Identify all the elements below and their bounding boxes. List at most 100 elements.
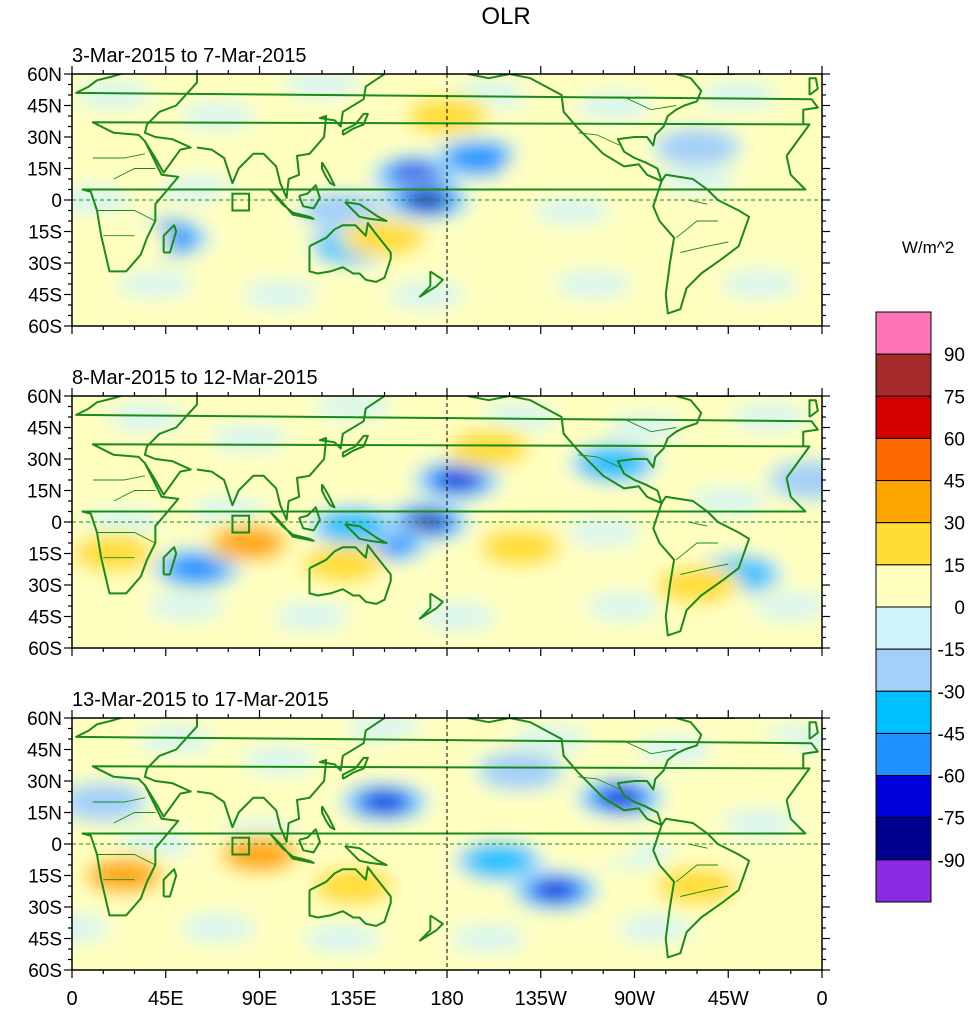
anomaly-blob: [148, 592, 225, 620]
anomaly-blob: [533, 880, 578, 901]
lat-tick-label: 60S: [28, 639, 62, 660]
lat-tick-label: 30S: [28, 576, 62, 597]
lat-tick-label: 15S: [28, 867, 62, 888]
anomaly-blob: [302, 192, 383, 229]
colorbar-level-label: 60: [944, 429, 965, 450]
index-region-box: [231, 192, 251, 212]
anomaly-blob: [410, 192, 443, 208]
lat-tick-label: 15S: [28, 545, 62, 566]
anomaly-blob: [315, 396, 392, 421]
lat-tick-label: 0: [51, 191, 62, 212]
anomaly-blob: [75, 81, 152, 109]
lat-tick-label: 60S: [28, 961, 62, 982]
anomaly-blob: [513, 725, 590, 753]
anomaly-blob: [481, 403, 558, 431]
anomaly-blob: [435, 470, 480, 490]
lat-tick-label: 0: [51, 835, 62, 856]
anomaly-blob: [179, 102, 256, 130]
anomaly-blob: [479, 752, 560, 789]
country-borders: [92, 418, 729, 575]
lat-tick-label: 30S: [28, 254, 62, 275]
anomaly-blob: [284, 74, 360, 99]
colorbar-level-label: -45: [938, 724, 965, 745]
anomaly-blob: [700, 81, 777, 109]
axis-ticks: [64, 66, 830, 334]
panel-subtitle: 8-Mar-2015 to 12-Mar-2015: [72, 367, 318, 389]
lon-tick-label: 45W: [708, 988, 749, 1010]
coastlines: [75, 396, 819, 637]
colorbar-level-label: -60: [938, 767, 965, 788]
anomaly-blob: [302, 546, 383, 582]
map-panel-2: 60N 45N 30N 15N 0 15S 30S 45S 60S 8-Mar-2015 to 1…: [27, 367, 830, 660]
colorbar-level-label: -15: [938, 640, 965, 661]
lat-tick-label: 45S: [28, 930, 62, 951]
colorbar-level-label: -90: [938, 851, 965, 872]
anomaly-blob: [410, 514, 443, 530]
anomaly-blob: [713, 739, 806, 781]
anomaly-blob: [690, 487, 767, 515]
anomaly-blob: [138, 725, 215, 753]
anomaly-blob: [606, 413, 683, 442]
anomaly-blob: [617, 914, 694, 942]
colorbar-swatch: [875, 606, 932, 650]
colorbar-level-label: -75: [938, 809, 965, 830]
colorbar-swatch: [875, 732, 932, 777]
coastlines: [75, 74, 819, 315]
anomaly-blob: [575, 91, 652, 120]
anomaly-blob: [304, 924, 381, 953]
map-panel-3: 60N 45N 30N 15N 0 15S 30S 45S 60S 13-Mar-2015 to …: [27, 689, 830, 1010]
colorbar-swatch: [875, 311, 932, 355]
colorbar-units-label: W/m^2: [902, 238, 954, 257]
colorbar-level-label: 15: [944, 556, 965, 577]
index-region-box: [231, 836, 251, 856]
anomaly-blob: [242, 746, 319, 774]
anomaly-blob: [313, 868, 394, 904]
anomaly-blob: [579, 447, 648, 479]
anomaly-blob: [448, 430, 529, 467]
anomaly-blob: [362, 792, 407, 812]
lon-tick-label: 180: [430, 988, 463, 1010]
lat-tick-label: 60S: [28, 317, 62, 338]
anomaly-blob: [242, 280, 319, 309]
colorbar-swatch: [875, 395, 932, 439]
figure-title: OLR: [481, 3, 530, 30]
colorbar-swatch: [875, 564, 932, 608]
colorbar-level-label: 90: [944, 345, 965, 366]
lat-tick-label: 60N: [27, 387, 62, 408]
lat-tick-label: 15N: [27, 804, 62, 825]
lon-tick-label: 135W: [515, 988, 567, 1010]
colorbar-level-label: 75: [944, 387, 965, 408]
colorbar-swatch: [875, 480, 932, 524]
colorbar-swatch: [875, 648, 932, 692]
colorbar-swatch: [875, 775, 932, 819]
colorbar: W/m^2 90 75 60 45 30 15 0 -15 -30 -45 -60 -75 -90: [875, 238, 965, 903]
anomaly-blob: [597, 787, 642, 808]
colorbar-swatch: [875, 522, 932, 566]
anomaly-blob: [479, 529, 560, 566]
anomaly-blob: [117, 270, 194, 298]
anomaly-blob: [73, 535, 154, 572]
anomaly-blob: [586, 592, 663, 620]
coastlines: [75, 718, 819, 959]
anomaly-blob: [169, 555, 225, 581]
anomaly-blob: [752, 592, 822, 620]
lon-tick-label: 45E: [148, 988, 184, 1010]
lat-tick-label: 45N: [27, 97, 62, 118]
map-panel-1: 60N 45N 30N 15N 0 15S 30S 45S 60S 3-Mar-2015 to 7…: [27, 45, 830, 338]
anomaly-blob: [380, 739, 473, 781]
anomaly-blob: [78, 221, 171, 263]
axis-ticks: [64, 388, 830, 656]
colorbar-level-label: 0: [954, 598, 965, 619]
lat-tick-label: 30N: [27, 128, 62, 149]
anomaly-blob: [117, 830, 194, 858]
lat-tick-label: 15N: [27, 160, 62, 181]
anomaly-blob: [419, 602, 496, 631]
anomaly-blob: [450, 924, 527, 953]
lon-tick-label: 0: [816, 988, 827, 1010]
lat-tick-label: 60N: [27, 709, 62, 730]
lat-tick-label: 15S: [28, 223, 62, 244]
colorbar-level-label: -30: [938, 682, 965, 703]
anomaly-blob: [90, 860, 159, 891]
index-region-box: [231, 514, 251, 534]
anomaly-blob: [721, 270, 798, 298]
